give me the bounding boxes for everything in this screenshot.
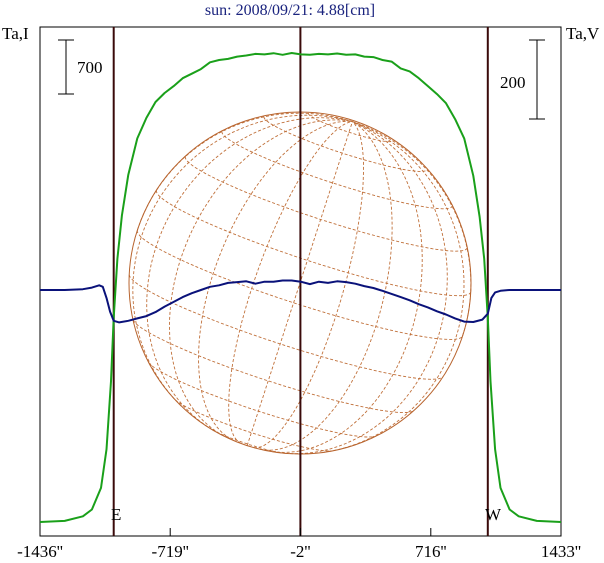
parallel-line <box>155 190 472 297</box>
meridian-line <box>198 120 353 442</box>
limb-label-west: W <box>485 505 502 524</box>
x-tick-label-0: -1436'' <box>17 542 63 561</box>
x-tick-label-4: 1433'' <box>541 542 581 561</box>
meridian-line <box>146 117 353 430</box>
x-tick-label-2: -2'' <box>290 542 310 561</box>
chart-title: sun: 2008/09/21: 4.88[cm] <box>205 2 375 19</box>
parallel-line <box>148 362 376 438</box>
scale-bar-left: 700 <box>58 39 103 95</box>
x-tick-label-1: -719'' <box>152 542 189 561</box>
meridian-line <box>228 121 353 444</box>
x-axis: -1436'' -719'' -2'' 716'' 1433'' <box>17 528 581 561</box>
x-tick-label-3: 716'' <box>415 542 447 561</box>
meridian-line <box>253 121 364 449</box>
parallel-line <box>136 230 464 340</box>
limb-label-east: E <box>111 505 121 524</box>
meridian-line <box>132 114 353 407</box>
heliographic-grid <box>128 112 472 455</box>
parallel-line <box>128 274 444 380</box>
parallel-line <box>308 113 394 143</box>
meridian-line <box>271 121 423 453</box>
series-line-ta-i <box>39 52 562 523</box>
meridian-line <box>284 121 448 455</box>
parallel-line <box>263 116 428 172</box>
series-line-ta-v <box>40 279 561 324</box>
meridian-line <box>246 121 353 446</box>
left-axis-label: Ta,I <box>2 24 29 43</box>
parallel-line <box>184 156 468 252</box>
meridian-line <box>259 121 393 451</box>
meridian-line <box>169 119 353 437</box>
parallel-line <box>132 319 414 414</box>
scale-bar-right: 200 <box>500 39 545 120</box>
parallel-line <box>174 399 333 452</box>
scale-bar-left-label: 700 <box>77 58 103 77</box>
parallel-line <box>221 131 453 210</box>
scale-bar-right-label: 200 <box>500 73 526 92</box>
right-axis-label: Ta,V <box>566 24 600 43</box>
parallel-line <box>211 429 286 454</box>
